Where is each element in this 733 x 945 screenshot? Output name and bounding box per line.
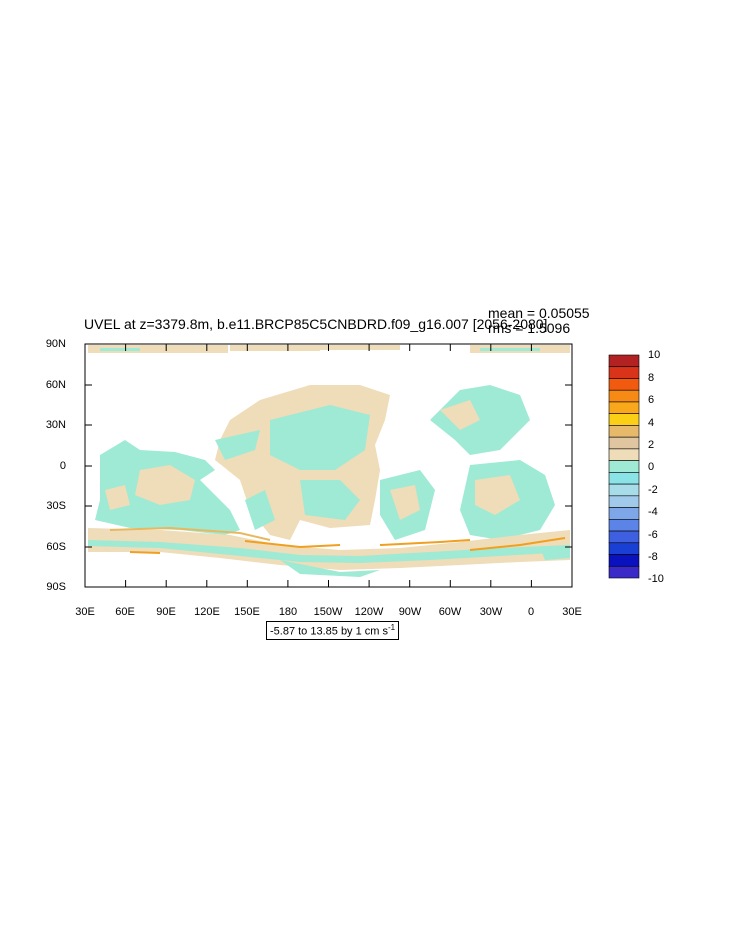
colorbar-box [608,542,640,555]
lon-label: 30E [562,606,582,618]
lon-label: 90E [156,606,176,618]
lon-label: 30E [75,606,95,618]
colorbar [608,354,640,579]
lon-label: 60E [115,606,135,618]
tick-marks [84,344,572,587]
colorbar-label: -8 [648,551,658,563]
rms-stat: rms = 1.5096 [488,320,571,336]
colorbar-box [608,436,640,450]
lat-label: 90N [45,338,66,350]
colorbar-box [608,425,640,438]
colorbar-label: 2 [648,439,655,451]
lon-label: 180 [278,606,298,618]
colorbar-box [608,378,640,391]
lon-label: 150W [313,606,343,618]
colorbar-box [608,366,640,379]
colorbar-label: -4 [648,506,658,518]
colorbar-label: 6 [648,394,655,406]
colorbar-label: -2 [648,484,658,496]
colorbar-box [608,519,640,532]
colorbar-label: -10 [648,573,664,585]
colorbar-label: 0 [648,461,655,473]
lon-label: 90W [398,606,422,618]
lat-label: 30S [46,500,66,512]
colorbar-box [608,448,640,461]
lon-label: 150E [234,606,260,618]
colorbar-box [608,495,640,508]
lat-label: 60N [45,379,66,391]
colorbar-label: 10 [648,349,661,361]
colorbar-label: 8 [648,372,655,384]
lat-label: 90S [46,581,66,593]
colorbar-box [608,401,640,414]
colorbar-box [608,565,640,579]
plot-title: UVEL at z=3379.8m, b.e11.BRCP85C5CNBDRD.… [84,316,548,332]
colorbar-box [608,483,640,497]
range-text: -5.87 to 13.85 by 1 cm s [270,625,389,638]
lat-label: 60S [46,541,66,553]
colorbar-box [608,554,640,567]
colorbar-box [608,472,640,485]
lon-label: 120W [354,606,384,618]
lat-label: 30N [45,419,66,431]
colorbar-box [608,507,640,520]
colorbar-box [608,354,640,368]
contour-range-label: -5.87 to 13.85 by 1 cm s-1 [266,621,400,640]
lon-label: 0 [527,606,535,618]
lon-label: 120E [194,606,220,618]
mean-stat: mean = 0.05055 [488,305,590,321]
colorbar-box [608,389,640,403]
colorbar-label: 4 [648,417,655,429]
colorbar-box [608,530,640,544]
lon-label: 30W [479,606,503,618]
ocean-field [88,345,570,577]
colorbar-label: -6 [648,529,658,541]
colorbar-box [608,413,640,426]
lon-label: 60W [438,606,462,618]
range-unit-exponent: -1 [388,623,396,632]
lat-label: 0 [59,460,66,472]
colorbar-box [608,460,640,473]
